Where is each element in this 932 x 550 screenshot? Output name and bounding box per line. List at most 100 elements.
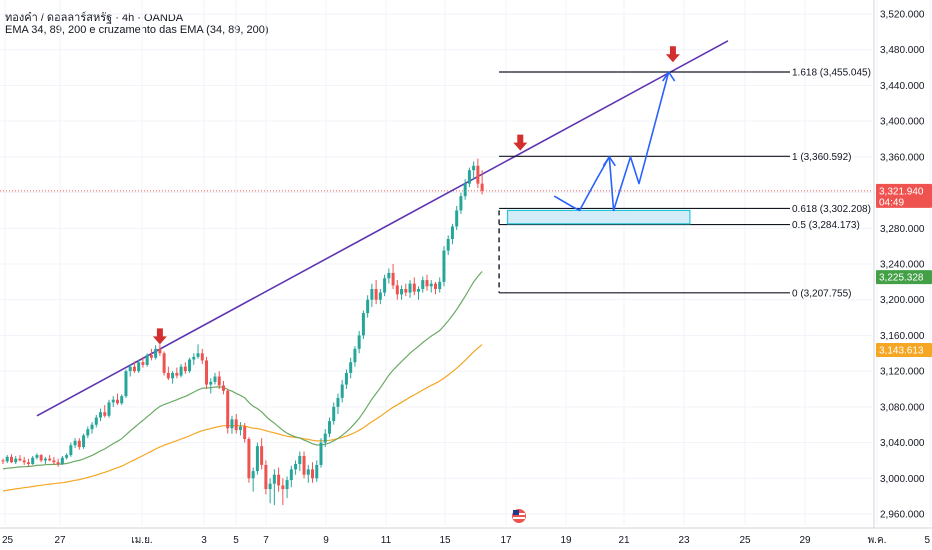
candle-body (82, 435, 86, 448)
candle-body (69, 445, 73, 456)
candle (412, 277, 416, 296)
candle (357, 330, 361, 354)
candle (82, 433, 86, 449)
x-tick-label: 19 (560, 535, 572, 546)
candle (366, 295, 370, 318)
candle (429, 280, 433, 293)
fib-level-label: 0.5 (3,284.173) (792, 220, 860, 231)
ema89-tag-text: 3,143.613 (879, 346, 924, 357)
candle-body (243, 426, 247, 439)
candle-body (99, 412, 103, 418)
candle (264, 460, 268, 495)
candle-body (226, 390, 230, 429)
fib-level-label: 0.618 (3,302.208) (792, 204, 871, 215)
candle (289, 465, 293, 488)
candle-body (18, 458, 22, 461)
candle-body (366, 299, 370, 314)
candle (332, 402, 336, 425)
candle (56, 458, 60, 467)
candle-body (311, 469, 315, 479)
candle-body (285, 480, 289, 489)
candle (209, 378, 213, 394)
candle-body (238, 426, 242, 431)
candle-body (463, 183, 467, 197)
candle-body (391, 272, 395, 286)
y-tick-label: 3,520.000 (880, 10, 925, 21)
candle-body (115, 399, 119, 404)
candle-body (162, 353, 166, 373)
candle-body (234, 419, 238, 431)
candle-body (31, 457, 35, 464)
ema34-line (2, 271, 483, 470)
candle (378, 289, 382, 305)
candle-body (73, 440, 77, 446)
down-arrow-marker (665, 46, 680, 63)
y-tick-label: 3,200.000 (880, 295, 925, 306)
candle (60, 455, 64, 465)
y-tick-label: 3,240.000 (880, 260, 925, 271)
candle-body (459, 196, 463, 211)
flag-canton (513, 510, 519, 515)
ema34-tag-bg (876, 270, 932, 285)
candle (162, 351, 166, 376)
candle-body (332, 406, 336, 422)
candle-body (433, 283, 437, 289)
candle (230, 415, 234, 434)
candles (1, 158, 484, 506)
y-tick-label: 3,280.000 (880, 224, 925, 235)
candle-body (450, 226, 454, 239)
candle (404, 283, 408, 297)
x-tick-label: 29 (799, 535, 811, 546)
candle-body (370, 289, 374, 300)
candle-body (417, 289, 421, 292)
candle-body (395, 285, 399, 295)
candle-body (438, 281, 442, 289)
candle (391, 264, 395, 289)
candle (43, 456, 47, 464)
candle (408, 280, 412, 298)
candle (277, 467, 281, 492)
candle (217, 371, 221, 389)
candle (383, 274, 387, 297)
candle-body (217, 376, 221, 386)
candle (467, 167, 471, 188)
candle-body (421, 280, 425, 289)
candle-body (319, 442, 323, 465)
fib-level-label: 1 (3,360.592) (792, 152, 852, 163)
candle (158, 344, 162, 356)
candle-body (183, 366, 187, 372)
candle-body (166, 372, 170, 379)
candle (145, 353, 149, 367)
candle (179, 364, 183, 378)
candle (323, 429, 327, 448)
x-tick-label: 7 (263, 535, 269, 546)
candle-body (188, 359, 192, 372)
candle (200, 348, 204, 364)
candle (22, 456, 26, 465)
candle-body (480, 183, 484, 191)
candle (442, 246, 446, 287)
candle (196, 344, 200, 359)
candle-body (251, 471, 255, 479)
candle-body (361, 313, 365, 336)
candle-body (255, 446, 259, 472)
candle-body (141, 362, 145, 365)
candle (476, 158, 480, 189)
candle-body (14, 458, 18, 463)
candle (459, 192, 463, 214)
candle (14, 455, 18, 464)
projection-path (553, 71, 670, 212)
candle (425, 274, 429, 291)
candle-body (120, 396, 124, 404)
candle-body (472, 165, 476, 171)
candle-body (35, 455, 39, 458)
x-tick-label: เม.ย. (131, 535, 152, 546)
candle (433, 281, 437, 295)
candle-body (56, 462, 60, 464)
candle (450, 223, 454, 245)
candle-body (446, 239, 450, 251)
candle-body (1, 460, 5, 462)
candle (298, 451, 302, 472)
candle-body (52, 460, 56, 463)
